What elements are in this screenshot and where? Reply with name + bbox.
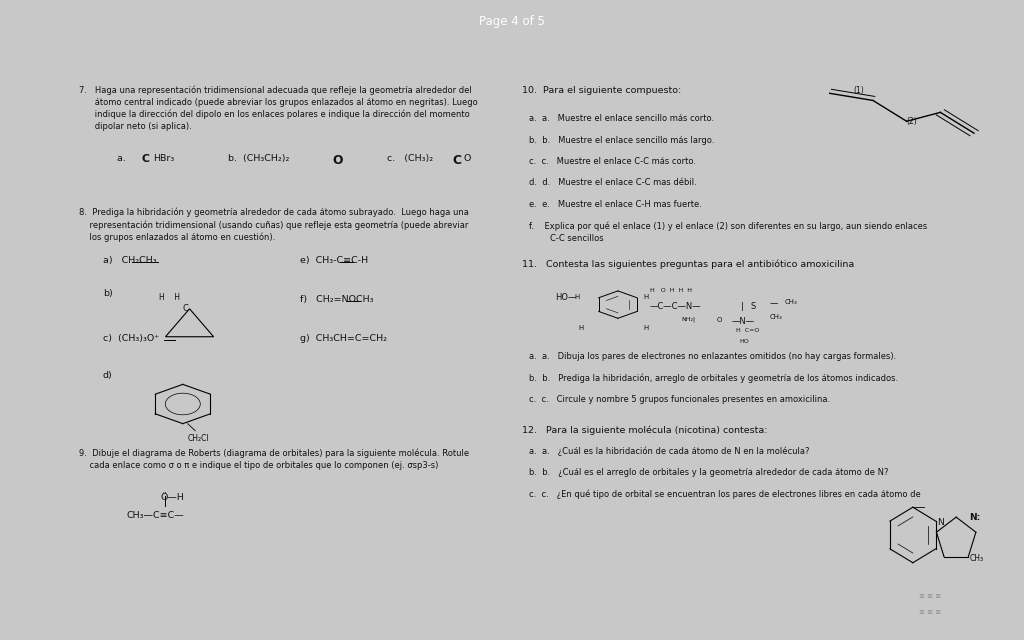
Text: N:: N: bbox=[970, 513, 981, 522]
Text: CH₃: CH₃ bbox=[970, 554, 983, 563]
Text: b.  b.   ¿Cuál es el arreglo de orbitales y la geometría alrededor de cada átomo: b. b. ¿Cuál es el arreglo de orbitales y… bbox=[529, 468, 889, 477]
Text: 9.  Dibuje el diagrama de Roberts (diagrama de orbitales) para la siguiente molé: 9. Dibuje el diagrama de Roberts (diagra… bbox=[79, 449, 469, 470]
Text: CH₃: CH₃ bbox=[784, 299, 797, 305]
Text: H  C=O: H C=O bbox=[736, 328, 760, 333]
Text: c)  (CH₃)₃O⁺: c) (CH₃)₃O⁺ bbox=[102, 334, 159, 343]
Text: a.  a.   Muestre el enlace sencillo más corto.: a. a. Muestre el enlace sencillo más cor… bbox=[529, 114, 715, 123]
Text: 7.   Haga una representación tridimensional adecuada que refleje la geometría al: 7. Haga una representación tridimensiona… bbox=[79, 86, 477, 131]
Text: H: H bbox=[643, 325, 648, 332]
Text: b.  b.   Muestre el enlace sencillo más largo.: b. b. Muestre el enlace sencillo más lar… bbox=[529, 136, 715, 145]
Text: H   O  H  H  H: H O H H H bbox=[649, 288, 691, 293]
Text: f)   CH₂=NOCH₃: f) CH₂=NOCH₃ bbox=[300, 295, 374, 304]
Text: —: — bbox=[770, 299, 778, 308]
Text: c.  c.   Circule y nombre 5 grupos funcionales presentes en amoxicilina.: c. c. Circule y nombre 5 grupos funciona… bbox=[529, 395, 830, 404]
Text: 12.   Para la siguiente molécula (nicotina) contesta:: 12. Para la siguiente molécula (nicotina… bbox=[521, 426, 767, 435]
Text: a.  a.   Dibuja los pares de electrones no enlazantes omitidos (no hay cargas fo: a. a. Dibuja los pares de electrones no … bbox=[529, 352, 897, 361]
Text: HBr₃: HBr₃ bbox=[153, 154, 174, 163]
Text: |: | bbox=[741, 301, 744, 310]
Text: Ö—H: Ö—H bbox=[161, 493, 184, 502]
Text: 8.  Prediga la hibridación y geometría alrededor de cada átomo subrayado.  Luego: 8. Prediga la hibridación y geometría al… bbox=[79, 207, 469, 242]
Text: HO: HO bbox=[739, 339, 749, 344]
Text: H    H: H H bbox=[159, 293, 180, 302]
Text: H: H bbox=[643, 294, 648, 300]
Text: HO—: HO— bbox=[555, 292, 577, 301]
Text: N: N bbox=[937, 518, 944, 527]
Text: c.   (CH₃)₂: c. (CH₃)₂ bbox=[387, 154, 433, 163]
Text: b.  (CH₃CH₂)₂: b. (CH₃CH₂)₂ bbox=[228, 154, 290, 163]
Text: CH₃: CH₃ bbox=[770, 314, 782, 319]
Text: c.  c.   Muestre el enlace C-C más corto.: c. c. Muestre el enlace C-C más corto. bbox=[529, 157, 696, 166]
Text: H: H bbox=[574, 294, 580, 300]
Text: a)   CH₂CH₃: a) CH₂CH₃ bbox=[102, 257, 157, 266]
Text: ≡ ≡ ≡: ≡ ≡ ≡ bbox=[919, 593, 941, 599]
Text: CH₃—C≡C—: CH₃—C≡C— bbox=[127, 511, 184, 520]
Text: a.: a. bbox=[118, 154, 135, 163]
Text: d): d) bbox=[102, 371, 113, 380]
Text: f.    Explica por qué el enlace (1) y el enlace (2) son diferentes en su largo, : f. Explica por qué el enlace (1) y el en… bbox=[529, 221, 928, 243]
Text: (2): (2) bbox=[906, 117, 918, 126]
Text: 11.   Contesta las siguientes preguntas para el antibiótico amoxicilina: 11. Contesta las siguientes preguntas pa… bbox=[521, 260, 854, 269]
Text: C: C bbox=[183, 304, 188, 313]
Text: e.  e.   Muestre el enlace C-H mas fuerte.: e. e. Muestre el enlace C-H mas fuerte. bbox=[529, 200, 702, 209]
Text: a.  a.   ¿Cuál es la hibridación de cada átomo de N en la molécula?: a. a. ¿Cuál es la hibridación de cada át… bbox=[529, 447, 810, 456]
Text: 10.  Para el siguiente compuesto:: 10. Para el siguiente compuesto: bbox=[521, 86, 681, 95]
Text: NH₂|: NH₂| bbox=[681, 317, 695, 322]
Text: (1): (1) bbox=[854, 86, 864, 95]
Text: H: H bbox=[579, 325, 584, 332]
Text: O: O bbox=[464, 154, 471, 163]
Text: g)  CH₃CH=C=CH₂: g) CH₃CH=C=CH₂ bbox=[300, 334, 387, 343]
Text: O: O bbox=[332, 154, 342, 167]
Text: c.  c.   ¿En qué tipo de orbital se encuentran los pares de electrones libres en: c. c. ¿En qué tipo de orbital se encuent… bbox=[529, 490, 921, 499]
Text: O: O bbox=[717, 317, 722, 323]
Text: ≡ ≡ ≡: ≡ ≡ ≡ bbox=[919, 609, 941, 616]
Text: d.  d.   Muestre el enlace C-C mas débil.: d. d. Muestre el enlace C-C mas débil. bbox=[529, 179, 697, 188]
Text: Page 4 of 5: Page 4 of 5 bbox=[479, 15, 545, 28]
Text: S: S bbox=[751, 301, 756, 310]
Text: b): b) bbox=[102, 289, 113, 298]
Text: b.  b.   Prediga la hibridación, arreglo de orbitales y geometría de los átomos : b. b. Prediga la hibridación, arreglo de… bbox=[529, 374, 898, 383]
Text: CH₂Cl: CH₂Cl bbox=[187, 435, 209, 444]
Text: C: C bbox=[141, 154, 150, 164]
Text: e)  CH₃-C≡C-H: e) CH₃-C≡C-H bbox=[300, 257, 369, 266]
Text: C: C bbox=[453, 154, 462, 167]
Text: —N—: —N— bbox=[731, 317, 755, 326]
Text: —C—C—N—: —C—C—N— bbox=[649, 301, 701, 310]
